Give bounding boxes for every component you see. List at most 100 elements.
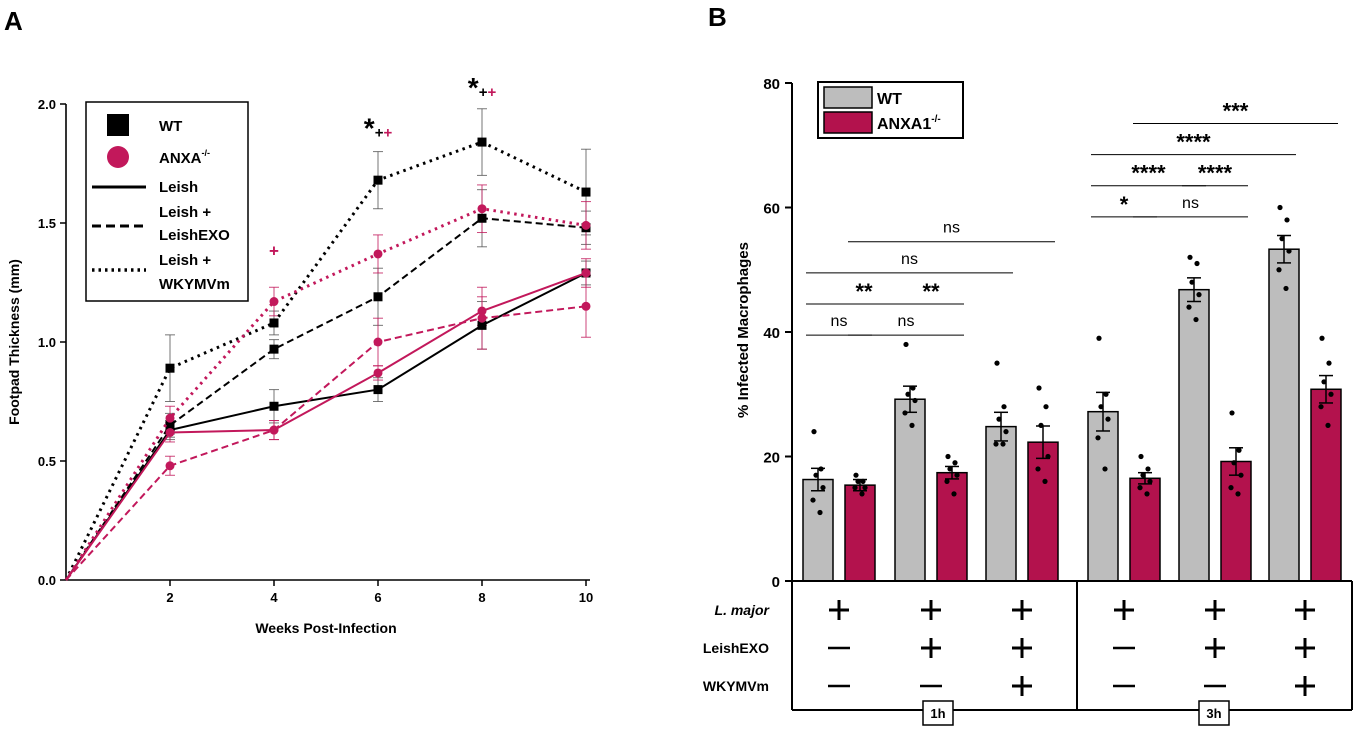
data-point-square [269, 318, 279, 328]
a-y-tick-label: 0.5 [38, 454, 56, 469]
a-y-tick-label: 2.0 [38, 97, 56, 112]
data-point-circle [373, 337, 383, 347]
data-point-square [477, 213, 487, 223]
a-legend-wky-2: WKYMVm [159, 276, 230, 293]
replicate-point [1042, 478, 1048, 484]
comparison-label: **** [1198, 161, 1233, 186]
b-legend-wt: WT [877, 91, 902, 108]
significance-marker: + [269, 241, 279, 260]
data-point-circle [269, 297, 279, 307]
replicate-point [947, 466, 953, 472]
significance-symbol: + [479, 84, 488, 101]
bar-wt [1178, 288, 1210, 582]
replicate-point [1194, 260, 1200, 267]
replicate-point [811, 429, 817, 435]
replicate-point [853, 472, 859, 478]
b-y-tick-label: 60 [763, 201, 780, 218]
replicate-point [994, 360, 1000, 366]
replicate-point [1145, 466, 1151, 472]
replicate-point [1326, 360, 1332, 366]
replicate-point [903, 341, 909, 348]
replicate-point [951, 491, 957, 497]
a-legend-wky-1: Leish + [159, 252, 211, 269]
significance-symbol: + [383, 124, 392, 141]
replicate-point [1103, 391, 1109, 397]
a-legend-exo-2: LeishEXO [159, 227, 230, 244]
bar-ko [1310, 388, 1342, 582]
comparison-label: * [1120, 192, 1129, 217]
comparison-label: ns [901, 251, 918, 268]
b-y-tick-label: 40 [763, 325, 780, 342]
replicate-point [1196, 292, 1202, 298]
b-y-tick-label: 20 [763, 450, 780, 467]
a-legend: WT ANXA-/- Leish Leish + LeishEXO Leish … [85, 101, 249, 302]
replicate-point [954, 472, 960, 478]
replicate-point [902, 410, 908, 416]
replicate-point [909, 422, 915, 428]
replicate-point [1189, 279, 1195, 285]
data-point-square [477, 137, 487, 147]
b-legend: WT ANXA1-/- [817, 81, 964, 139]
comparison-label: ns [831, 313, 848, 330]
bar-wt [985, 425, 1017, 582]
a-y-axis-title: Footpad Thickness (mm) [6, 259, 22, 425]
data-point-square [165, 420, 175, 430]
comparison-label: ns [1182, 195, 1199, 212]
comparison-label: ** [922, 279, 940, 304]
replicate-point [912, 397, 918, 404]
replicate-point [952, 460, 958, 466]
replicate-point [1318, 404, 1324, 410]
bar-ko [936, 471, 968, 582]
replicate-point [1138, 453, 1144, 460]
b-y-axis-title: % Infected Macrophages [735, 242, 752, 418]
significance-symbol: * [468, 72, 479, 103]
replicate-point [905, 391, 911, 397]
replicate-point [1035, 466, 1041, 472]
series-line [65, 272, 587, 581]
replicate-point [818, 466, 824, 472]
a-x-axis-title: Weeks Post-Infection [255, 620, 396, 636]
a-x-tick-label: 10 [579, 590, 593, 605]
a-y-tick-label: 0.0 [38, 573, 56, 588]
replicate-point [1235, 491, 1241, 497]
a-x-tick-label: 8 [478, 590, 485, 605]
data-point-circle [477, 204, 487, 214]
data-point-circle [581, 268, 591, 278]
data-point-circle [269, 425, 279, 435]
comparison-label: **** [1131, 161, 1166, 186]
replicate-point [1001, 404, 1007, 410]
wt-swatch-icon [823, 86, 873, 109]
replicate-point [1321, 379, 1327, 385]
replicate-point [1283, 285, 1289, 292]
replicate-point [1147, 478, 1153, 484]
replicate-point [1186, 304, 1192, 310]
a-y-tick-label: 1.5 [38, 216, 56, 231]
a-y-tick-label: 1.0 [38, 335, 56, 350]
replicate-point [1187, 254, 1193, 260]
timepoint-3h-box [1198, 700, 1230, 726]
replicate-point [820, 485, 826, 491]
data-point-square [373, 175, 383, 185]
data-point-square [269, 344, 279, 354]
comparison-label: ns [898, 313, 915, 330]
comparison-label: ** [855, 279, 873, 304]
square-marker-icon [107, 114, 129, 136]
replicate-point [945, 453, 951, 460]
a-x-tick-label: 4 [270, 590, 278, 605]
a-legend-exo-1: Leish + [159, 204, 211, 221]
data-point-circle [581, 220, 591, 230]
comparison-label: *** [1223, 98, 1249, 123]
significance-symbol: + [269, 241, 279, 260]
bar-wt [1087, 410, 1119, 582]
b-legend-ko: ANXA1-/- [877, 114, 941, 133]
replicate-point [852, 485, 858, 491]
data-point-circle [373, 368, 383, 378]
replicate-point [1229, 410, 1235, 416]
a-x-tick-label: 6 [374, 590, 381, 605]
replicate-point [1236, 447, 1242, 453]
replicate-point [1238, 472, 1244, 478]
timepoint-3h: 3h [1206, 706, 1221, 721]
data-point-circle [581, 301, 591, 311]
bar-wt [894, 398, 926, 582]
